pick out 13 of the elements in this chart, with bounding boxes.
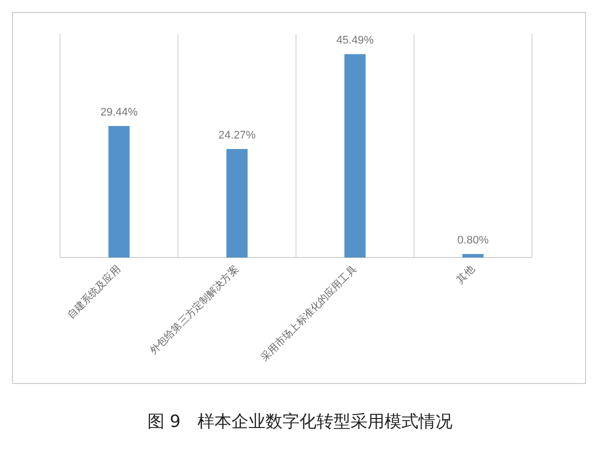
data-label: 45.49% — [336, 34, 374, 47]
x-tick-label: 其他 — [454, 263, 477, 286]
data-label: 29.44% — [100, 106, 138, 118]
x-tick-label: 采用市场上标准化的应用工具 — [258, 263, 359, 364]
bar — [344, 54, 366, 258]
data-label: 0.80% — [457, 234, 489, 247]
data-label: 24.27% — [218, 130, 256, 142]
bar — [108, 126, 130, 258]
text: 图 9 样本企业数字化转型采用模式情况 — [146, 411, 454, 433]
bar — [462, 254, 484, 258]
x-tick-label: 自建系统及应用 — [64, 263, 123, 322]
bar — [226, 149, 248, 258]
x-tick-label: 外包给第三方定制解决方案 — [148, 263, 241, 357]
